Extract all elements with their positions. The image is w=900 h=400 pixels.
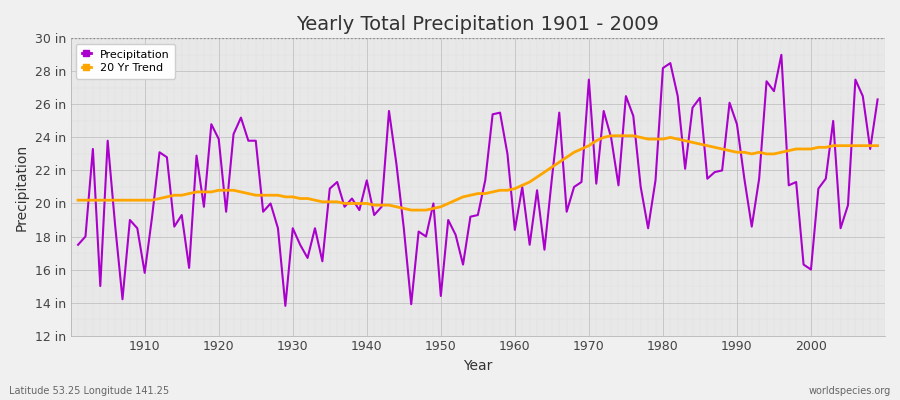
X-axis label: Year: Year <box>464 359 492 373</box>
Title: Yearly Total Precipitation 1901 - 2009: Yearly Total Precipitation 1901 - 2009 <box>296 15 660 34</box>
Legend: Precipitation, 20 Yr Trend: Precipitation, 20 Yr Trend <box>76 44 175 78</box>
Text: Latitude 53.25 Longitude 141.25: Latitude 53.25 Longitude 141.25 <box>9 386 169 396</box>
Y-axis label: Precipitation: Precipitation <box>15 143 29 230</box>
Text: worldspecies.org: worldspecies.org <box>809 386 891 396</box>
